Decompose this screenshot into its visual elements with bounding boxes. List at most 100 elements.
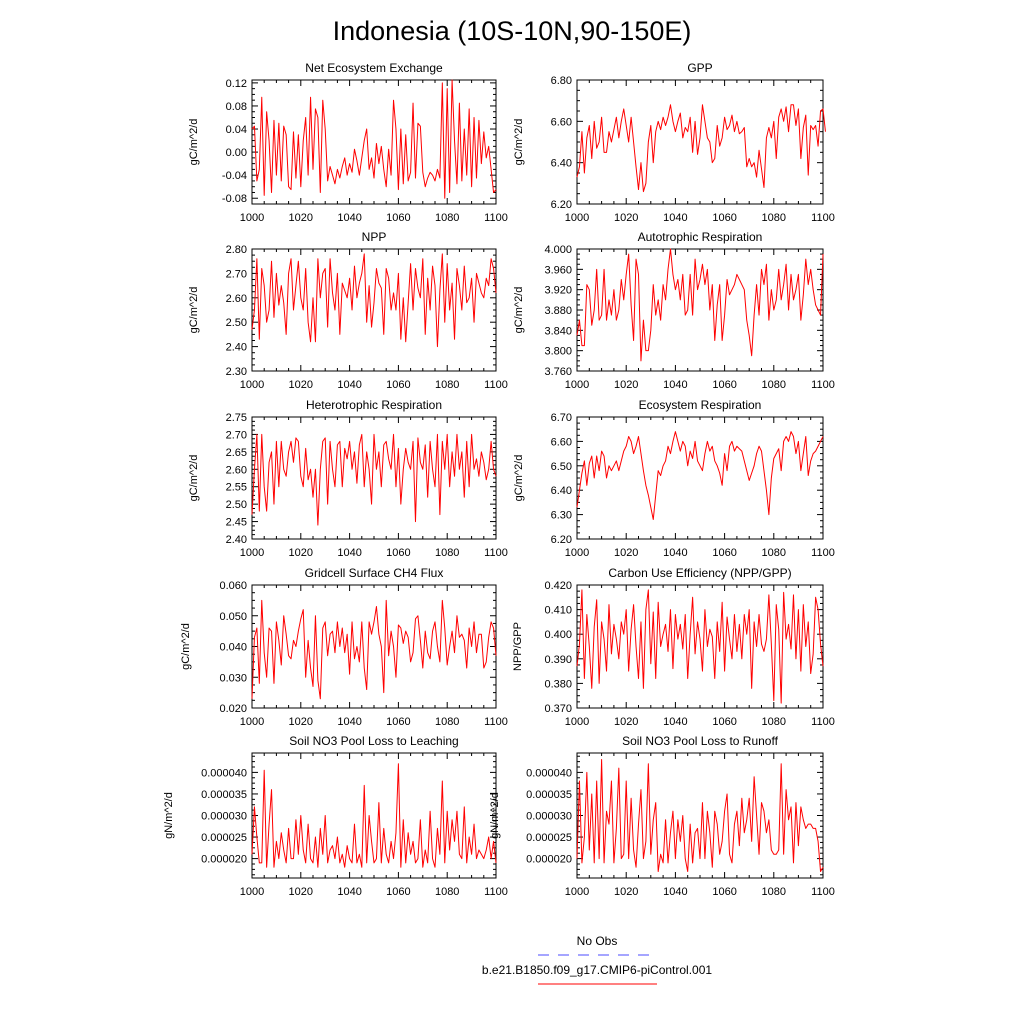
- panel-title: Autotrophic Respiration: [638, 230, 763, 244]
- y-tick-label: 0.04: [226, 124, 247, 136]
- legend-model-label: b.e21.B1850.f09_g17.CMIP6-piControl.001: [482, 963, 712, 977]
- panel-net-ecosystem-exchange: Net Ecosystem Exchange gC/m^2/d 1000 1020…: [188, 61, 508, 224]
- x-tick-label: 1000: [240, 212, 264, 224]
- x-tick-label: 1100: [484, 379, 508, 391]
- x-tick-label: 1020: [614, 886, 638, 898]
- series-line: [251, 599, 497, 700]
- panel-title: Ecosystem Respiration: [639, 398, 762, 412]
- y-axis-label: gC/m^2/d: [188, 455, 200, 502]
- panel-npp: NPP gC/m^2/d 1000 1020 1040 1060 1080 1100 2.3…: [188, 230, 508, 391]
- x-tick-label: 1100: [484, 547, 508, 559]
- x-tick-label: 1060: [712, 547, 736, 559]
- y-tick-label: 3.840: [544, 325, 572, 337]
- x-tick-label: 1100: [484, 212, 508, 224]
- x-tick-label: 1100: [811, 212, 835, 224]
- series-line: [251, 253, 497, 348]
- y-tick-label: 6.60: [551, 116, 572, 128]
- y-tick-label: 6.80: [551, 75, 572, 87]
- y-axis-label: gC/m^2/d: [188, 119, 200, 166]
- y-tick-label: 0.000025: [201, 832, 247, 844]
- y-axis-label: gC/m^2/d: [513, 119, 525, 166]
- y-axis-label: gC/m^2/d: [188, 287, 200, 334]
- y-tick-label: 0.00: [226, 147, 247, 159]
- y-tick-label: 3.800: [544, 346, 572, 358]
- x-tick-label: 1080: [762, 716, 786, 728]
- x-tick-label: 1080: [435, 212, 459, 224]
- x-tick-label: 1100: [811, 379, 835, 391]
- x-tick-label: 1000: [240, 716, 264, 728]
- plot-frame: [251, 248, 497, 372]
- x-tick-label: 1000: [565, 212, 589, 224]
- y-tick-label: 6.40: [551, 485, 572, 497]
- panel-ch4-flux: Gridcell Surface CH4 Flux gC/m^2/d 1000 1…: [180, 566, 508, 728]
- y-tick-label: 0.000025: [526, 832, 572, 844]
- x-tick-label: 1040: [337, 547, 361, 559]
- y-tick-label: -0.08: [222, 193, 247, 205]
- y-tick-label: 2.75: [226, 412, 247, 424]
- y-tick-label: 0.000035: [201, 789, 247, 801]
- y-tick-label: 3.960: [544, 264, 572, 276]
- y-tick-label: 0.410: [544, 605, 572, 617]
- x-tick-label: 1000: [240, 379, 264, 391]
- x-tick-label: 1060: [712, 716, 736, 728]
- legend-obs-label: No Obs: [577, 934, 618, 948]
- y-tick-label: 0.000020: [201, 854, 247, 866]
- y-tick-label: 0.08: [226, 101, 247, 113]
- series-line: [576, 248, 824, 362]
- y-tick-label: 2.50: [226, 499, 247, 511]
- y-axis-label: NPP/GPP: [512, 622, 524, 671]
- x-tick-label: 1100: [811, 547, 835, 559]
- x-tick-label: 1100: [811, 716, 835, 728]
- y-tick-label: 6.70: [551, 412, 572, 424]
- y-tick-label: 0.420: [544, 580, 572, 592]
- panel-title: Soil NO3 Pool Loss to Runoff: [622, 734, 779, 748]
- y-axis-label: gC/m^2/d: [180, 623, 192, 670]
- x-tick-label: 1020: [614, 212, 638, 224]
- panel-no3-leaching: Soil NO3 Pool Loss to Leaching gN/m^2/d …: [163, 734, 508, 898]
- panel-title: Carbon Use Efficiency (NPP/GPP): [608, 566, 791, 580]
- y-tick-label: -0.04: [222, 170, 247, 182]
- y-tick-label: 6.20: [551, 534, 572, 546]
- x-tick-label: 1040: [663, 379, 687, 391]
- x-tick-label: 1080: [435, 886, 459, 898]
- series-line: [576, 431, 824, 520]
- panel-autotrophic-respiration: Autotrophic Respiration gC/m^2/d 1000 102…: [513, 230, 835, 391]
- y-tick-label: 0.020: [219, 703, 247, 715]
- panel-title: NPP: [362, 230, 387, 244]
- x-tick-label: 1020: [289, 212, 313, 224]
- y-tick-label: 6.20: [551, 199, 572, 211]
- x-tick-label: 1060: [712, 379, 736, 391]
- panel-title: Heterotrophic Respiration: [306, 398, 442, 412]
- y-tick-label: 3.880: [544, 305, 572, 317]
- x-tick-label: 1080: [762, 886, 786, 898]
- x-tick-label: 1040: [337, 716, 361, 728]
- plot-frame: [576, 584, 824, 709]
- panel-ecosystem-respiration: Ecosystem Respiration gC/m^2/d 1000 1020 1…: [513, 398, 835, 559]
- series-line: [251, 763, 497, 868]
- panel-heterotrophic-respiration: Heterotrophic Respiration gC/m^2/d 1000 1…: [188, 398, 508, 559]
- x-tick-label: 1060: [386, 379, 410, 391]
- x-tick-label: 1000: [240, 547, 264, 559]
- series-line: [251, 433, 497, 526]
- y-tick-label: 0.050: [219, 611, 247, 623]
- y-tick-label: 2.70: [226, 429, 247, 441]
- panel-title: Gridcell Surface CH4 Flux: [305, 566, 444, 580]
- x-tick-label: 1040: [337, 379, 361, 391]
- panel-title: GPP: [687, 61, 712, 75]
- y-tick-label: 2.50: [226, 317, 247, 329]
- x-tick-label: 1020: [614, 379, 638, 391]
- y-tick-label: 0.060: [219, 580, 247, 592]
- panel-title: Soil NO3 Pool Loss to Leaching: [289, 734, 458, 748]
- y-tick-label: 0.390: [544, 654, 572, 666]
- x-tick-label: 1100: [811, 886, 835, 898]
- y-tick-label: 2.45: [226, 517, 247, 529]
- series-line: [251, 79, 497, 199]
- y-tick-label: 0.380: [544, 678, 572, 690]
- x-tick-label: 1080: [762, 379, 786, 391]
- x-tick-label: 1020: [614, 716, 638, 728]
- y-tick-label: 6.60: [551, 436, 572, 448]
- x-tick-label: 1060: [386, 547, 410, 559]
- x-tick-label: 1000: [565, 379, 589, 391]
- x-tick-label: 1040: [337, 212, 361, 224]
- y-tick-label: 0.12: [226, 78, 247, 90]
